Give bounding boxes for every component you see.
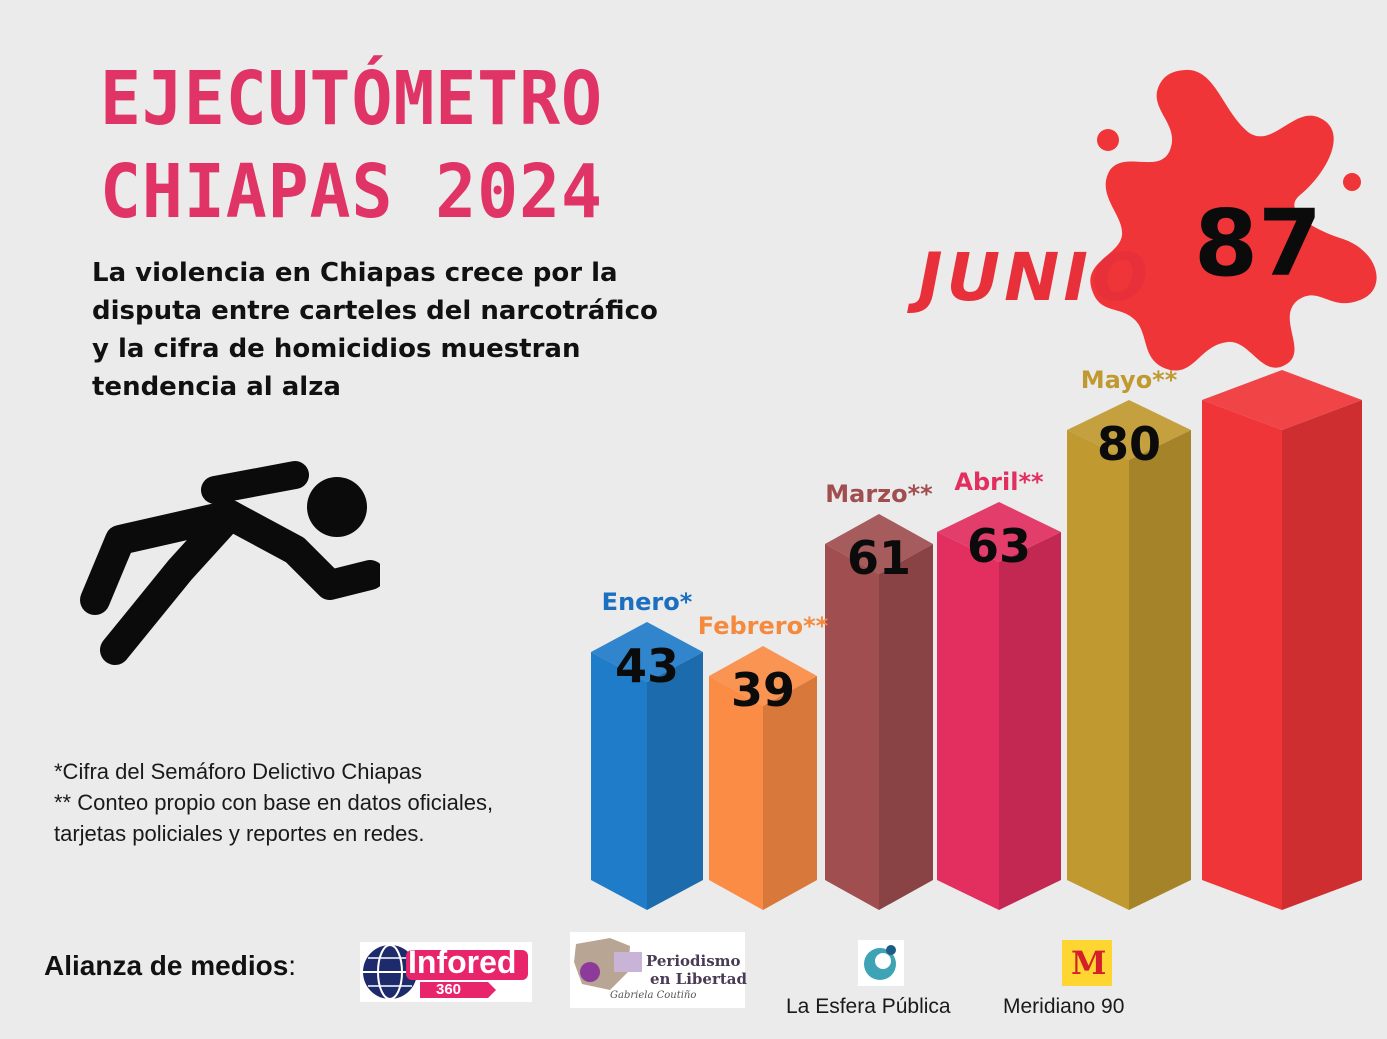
subtitle-line: La violencia en Chiapas crece por la xyxy=(92,258,618,288)
subtitle-line: disputa entre carteles del narcotráfico xyxy=(92,296,658,326)
infored-sub: 360 xyxy=(436,981,462,998)
bar-mayo xyxy=(1067,400,1191,910)
periodismo-signature: Gabriela Coutiño xyxy=(610,990,697,1001)
bar-category-label: Mayo** xyxy=(1081,366,1178,394)
bar-value-label: 80 xyxy=(1097,417,1161,471)
meridiano-logo: M xyxy=(1062,940,1112,986)
esfera-name: La Esfera Pública xyxy=(786,995,951,1018)
esfera-logo xyxy=(858,940,904,986)
infored-logo: Infored 360 xyxy=(360,942,532,1002)
title-line-2: CHIAPAS 2024 xyxy=(100,149,603,235)
periodismo-logo: Periodismo en Libertad Gabriela Coutiño xyxy=(570,932,747,1008)
highlight-category-label: JUNIO xyxy=(907,239,1152,316)
footnote-2: ** Conteo propio con base en datos ofici… xyxy=(54,790,494,815)
highlight-value-label: 87 xyxy=(1194,190,1322,297)
subtitle-line: y la cifra de homicidios muestran xyxy=(92,334,581,364)
sphere-icon xyxy=(864,945,896,980)
footnote-3: tarjetas policiales y reportes en redes. xyxy=(54,821,425,846)
subtitle-line: tendencia al alza xyxy=(92,372,341,402)
falling-person-icon xyxy=(80,461,380,665)
subtitle: La violencia en Chiapas crece por la dis… xyxy=(92,254,732,406)
infored-name: Infored xyxy=(408,944,517,980)
paint-splash xyxy=(1090,69,1377,371)
bar-marzo xyxy=(825,514,933,910)
footnotes: *Cifra del Semáforo Delictivo Chiapas **… xyxy=(54,756,493,849)
meridiano-name: Meridiano 90 xyxy=(1003,995,1125,1018)
meridiano-mark: M xyxy=(1071,944,1107,982)
footnote-1: *Cifra del Semáforo Delictivo Chiapas xyxy=(54,759,423,784)
periodismo-name: Periodismo xyxy=(646,952,741,970)
bar-category-label: Marzo** xyxy=(825,480,933,508)
bar-value-label: 61 xyxy=(847,531,911,585)
globe-icon xyxy=(363,944,528,1000)
alliance-label: Alianza de medios: xyxy=(44,950,297,981)
bar-category-label: Abril** xyxy=(954,468,1044,496)
bar-category-label: Enero* xyxy=(602,588,693,616)
periodismo-name-2: en Libertad xyxy=(650,970,747,988)
bar-junio xyxy=(1202,370,1362,910)
title-line-1: EJECUTÓMETRO xyxy=(100,56,603,142)
map-icon xyxy=(574,938,642,990)
bar-category-label: Febrero** xyxy=(698,612,829,640)
bar-febrero xyxy=(709,646,817,910)
bar-value-label: 43 xyxy=(615,639,679,693)
bar-value-label: 39 xyxy=(731,663,795,717)
bar-abril xyxy=(937,502,1061,910)
bar-value-label: 63 xyxy=(967,519,1031,573)
bar-enero xyxy=(591,622,703,910)
